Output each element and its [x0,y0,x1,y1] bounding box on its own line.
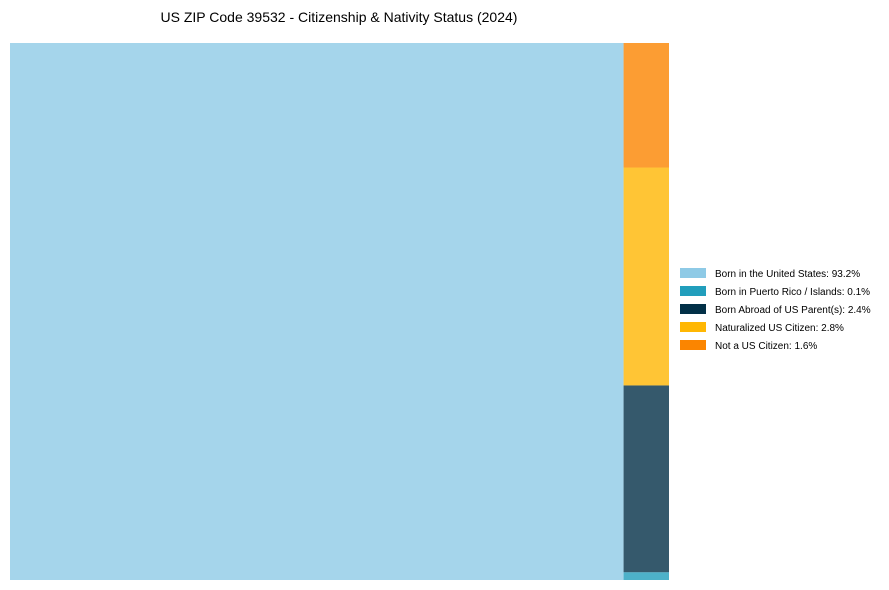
treemap-tile-3 [623,167,669,386]
legend-swatch-2 [680,304,706,314]
legend-swatch-4 [680,340,706,350]
treemap-tile-4 [623,43,669,168]
legend-swatch-3 [680,322,706,332]
legend-swatch-1 [680,286,706,296]
treemap-tile-2 [623,385,669,573]
chart-title: US ZIP Code 39532 - Citizenship & Nativi… [161,9,518,25]
legend-label-3: Naturalized US Citizen: 2.8% [715,323,844,334]
treemap-tile-1 [623,572,669,580]
legend-label-2: Born Abroad of US Parent(s): 2.4% [715,305,871,316]
legend-label-0: Born in the United States: 93.2% [715,269,860,280]
legend-swatch-0 [680,268,706,278]
legend-label-4: Not a US Citizen: 1.6% [715,341,817,352]
treemap-tile-0 [10,43,624,580]
legend-label-1: Born in Puerto Rico / Islands: 0.1% [715,287,870,298]
